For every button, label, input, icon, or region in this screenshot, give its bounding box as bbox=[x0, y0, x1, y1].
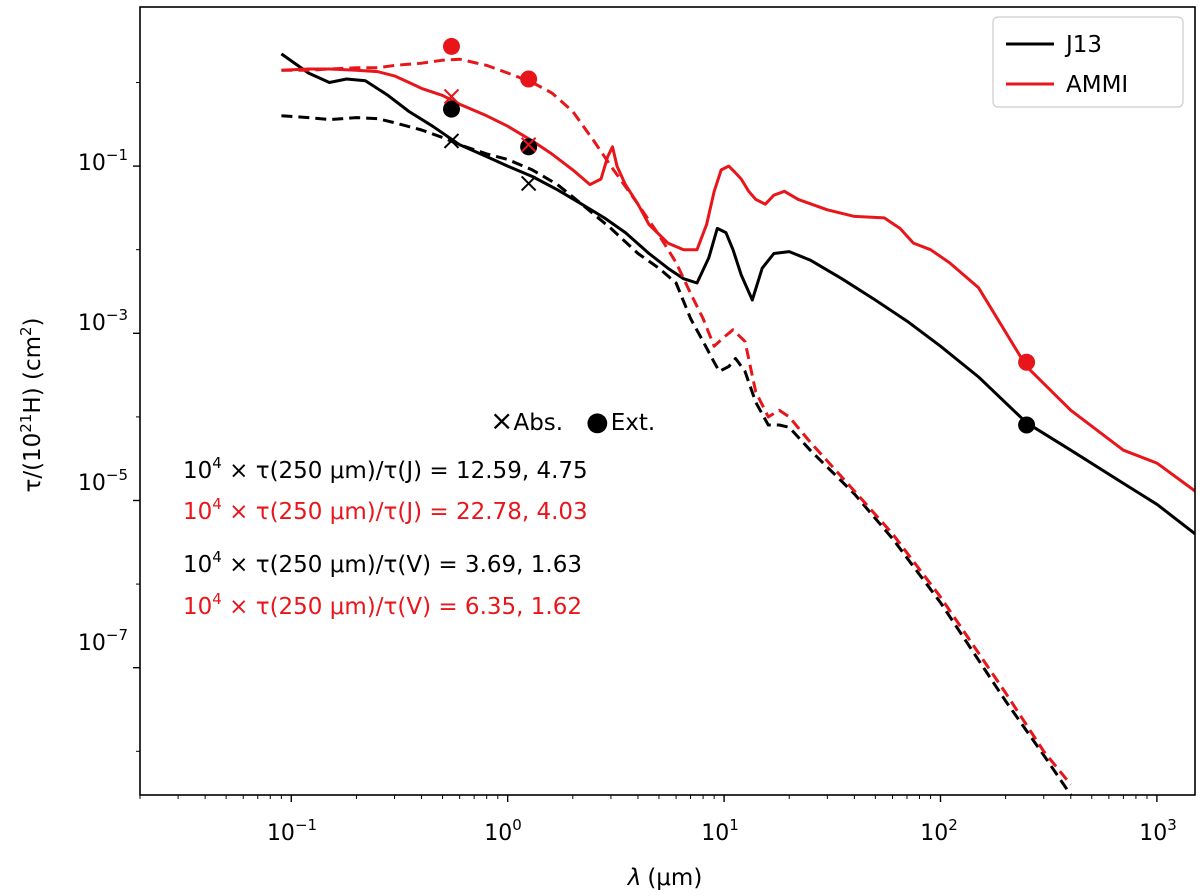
abs-marker-ammi bbox=[443, 88, 460, 105]
legend: J13 AMMI bbox=[992, 16, 1184, 108]
abs-marker-j13 bbox=[443, 133, 460, 149]
x-tick-label: 103 bbox=[1139, 816, 1177, 846]
series-line-j13-dashed bbox=[281, 114, 1073, 795]
y-axis-title: τ/(1021H) (cm2) bbox=[17, 317, 46, 492]
abs-marker-stroke bbox=[520, 175, 537, 192]
ext-marker-j13 bbox=[442, 100, 460, 118]
abs-marker-stroke bbox=[443, 133, 460, 149]
data-series bbox=[280, 52, 1195, 795]
ext-marker-j13 bbox=[1018, 416, 1036, 434]
legend-label-j13: J13 bbox=[1064, 32, 1102, 58]
x-tick-label: 102 bbox=[920, 816, 958, 846]
y-tick-label: 10−1 bbox=[78, 146, 128, 176]
ext-marker-ammi bbox=[442, 37, 460, 55]
y-tick-label: 10−3 bbox=[78, 306, 128, 336]
plot-frame bbox=[139, 6, 1196, 796]
annotation-ammi-tau-v: 104 × τ(250 μm)/τ(V) = 6.35, 1.62 bbox=[183, 590, 582, 620]
marker-key-abs: ×Abs. bbox=[490, 404, 563, 437]
annotation-ammi-tau-j: 104 × τ(250 μm)/τ(J) = 22.78, 4.03 bbox=[183, 495, 588, 525]
marker-key-ext: ●Ext. bbox=[586, 407, 655, 437]
y-tick-labels: 10−1 10−3 10−5 10−7 bbox=[78, 146, 128, 656]
x-axis-title: λ (μm) bbox=[626, 865, 703, 891]
legend-label-ammi: AMMI bbox=[1066, 72, 1128, 98]
ext-marker-ammi bbox=[520, 70, 538, 88]
x-tick-labels: 10−1 100 101 102 103 bbox=[267, 816, 1177, 846]
ext-marker-ammi bbox=[1018, 353, 1036, 371]
abs-marker-stroke bbox=[520, 137, 537, 153]
series-line-ammi-dashed bbox=[281, 57, 1072, 786]
abs-marker-stroke bbox=[443, 88, 460, 105]
y-tick-label: 10−7 bbox=[78, 626, 128, 656]
marker-key: ×Abs. ●Ext. bbox=[490, 404, 655, 437]
data-markers bbox=[442, 37, 1036, 434]
annotation-j13-tau-v: 104 × τ(250 μm)/τ(V) = 3.69, 1.63 bbox=[183, 548, 582, 578]
series-line-j13-solid bbox=[280, 52, 1195, 535]
abs-marker-j13 bbox=[520, 175, 537, 192]
ext-marker-j13 bbox=[520, 138, 538, 156]
y-tick-label: 10−5 bbox=[78, 466, 128, 496]
x-tick-label: 101 bbox=[701, 816, 739, 846]
series-line-ammi-solid bbox=[281, 67, 1195, 493]
abs-marker-ammi bbox=[520, 137, 537, 153]
ratio-annotations: 104 × τ(250 μm)/τ(J) = 12.59, 4.75 104 ×… bbox=[183, 454, 588, 620]
x-tick-label: 10−1 bbox=[267, 816, 317, 846]
annotation-j13-tau-j: 104 × τ(250 μm)/τ(J) = 12.59, 4.75 bbox=[183, 454, 588, 484]
x-tick-label: 100 bbox=[484, 816, 522, 846]
